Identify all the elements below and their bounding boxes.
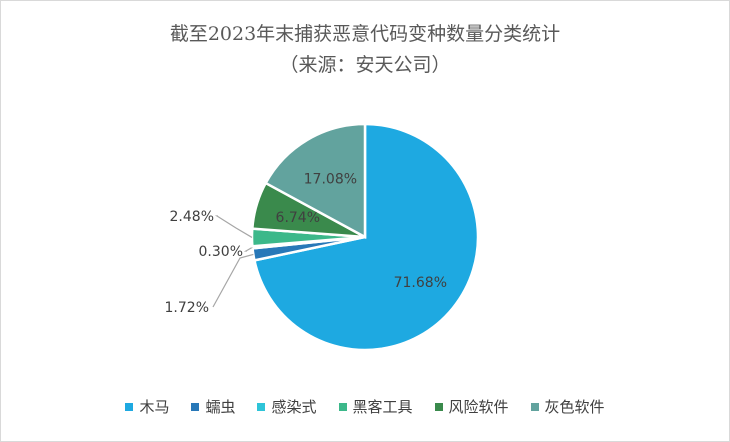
- legend-item-1: 木马: [125, 396, 169, 417]
- legend-label-6: 灰色软件: [544, 398, 605, 416]
- leader-line-3: [243, 246, 253, 252]
- legend-swatch-3: [257, 402, 266, 411]
- legend-item-4: 黑客工具: [338, 396, 413, 417]
- leader-line-4: [214, 215, 253, 238]
- legend-swatch-1: [125, 402, 134, 411]
- legend-item-3: 感染式: [257, 396, 317, 417]
- data-label-5: 6.74%: [276, 210, 320, 226]
- legend-label-3: 感染式: [271, 398, 317, 416]
- data-label-3: 0.30%: [199, 244, 243, 260]
- chart-subtitle: （来源：安天公司）: [279, 54, 451, 76]
- legend-item-6: 灰色软件: [530, 396, 605, 417]
- data-label-2: 1.72%: [165, 300, 209, 316]
- legend-label-1: 木马: [139, 398, 170, 416]
- legend-swatch-6: [530, 402, 539, 411]
- chart-title: 截至2023年末捕获恶意代码变种数量分类统计: [169, 23, 561, 45]
- legend-label-2: 蠕虫: [205, 398, 236, 416]
- legend-label-4: 黑客工具: [352, 398, 413, 416]
- legend-item-5: 风险软件: [434, 396, 509, 417]
- legend-item-2: 蠕虫: [191, 396, 235, 417]
- leader-line-2: [212, 253, 254, 308]
- data-label-6: 17.08%: [304, 172, 357, 188]
- pie-slice-6: [264, 122, 367, 240]
- legend-swatch-2: [191, 402, 200, 411]
- legend-swatch-5: [434, 402, 443, 411]
- data-label-4: 2.48%: [170, 209, 214, 225]
- legend-swatch-4: [338, 402, 347, 411]
- legend-label-5: 风险软件: [448, 398, 509, 416]
- data-label-1: 71.68%: [394, 275, 447, 291]
- chart-legend: 木马 蠕虫 感染式 黑客工具 风险软件 灰色软件: [0, 396, 730, 417]
